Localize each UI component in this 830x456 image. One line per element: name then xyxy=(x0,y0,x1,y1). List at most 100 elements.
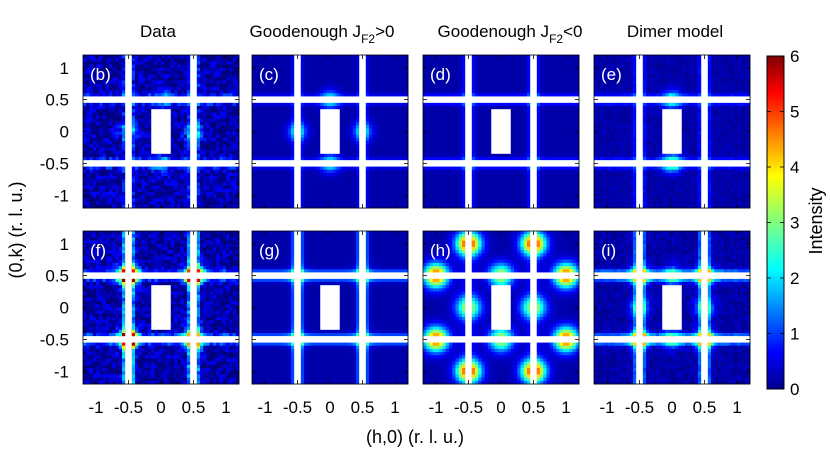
heatmap-cell xyxy=(365,102,370,107)
heatmap-cell xyxy=(170,144,175,148)
heatmap-cell xyxy=(326,61,331,65)
heatmap-cell xyxy=(105,115,110,120)
heatmap-cell xyxy=(352,204,357,209)
heatmap-cell xyxy=(89,147,94,152)
heatmap-cell xyxy=(222,93,227,97)
heatmap-cell xyxy=(452,61,456,65)
heatmap-cell xyxy=(109,74,113,78)
heatmap-cell xyxy=(170,134,175,139)
heatmap-cell xyxy=(105,134,110,139)
heatmap-cell xyxy=(395,192,399,196)
heatmap-cell xyxy=(109,195,113,199)
heatmap-cell xyxy=(226,121,230,126)
heatmap-cell xyxy=(268,93,272,97)
heatmap-cell xyxy=(432,64,437,69)
heatmap-cell xyxy=(310,131,315,136)
heatmap-cell xyxy=(92,131,97,136)
heatmap-cell xyxy=(187,147,191,152)
heatmap-cell xyxy=(395,77,399,81)
heatmap-cell xyxy=(148,125,152,129)
heatmap-cell xyxy=(92,172,97,177)
heatmap-cell xyxy=(265,153,269,158)
heatmap-cell xyxy=(92,83,97,88)
heatmap-cell xyxy=(105,106,110,110)
heatmap-cell xyxy=(164,83,168,88)
heatmap-cell xyxy=(271,109,276,113)
heatmap-cell xyxy=(497,70,502,75)
heatmap-cell xyxy=(271,204,276,209)
heatmap-cell xyxy=(131,121,136,126)
heatmap-cell xyxy=(404,185,409,190)
heatmap-cell xyxy=(317,61,321,65)
heatmap-cell xyxy=(138,125,142,129)
heatmap-cell xyxy=(388,86,393,91)
heatmap-cell xyxy=(310,147,315,152)
heatmap-cell xyxy=(274,74,279,78)
heatmap-cell xyxy=(148,201,152,206)
heatmap-cell xyxy=(326,55,331,59)
heatmap-cell xyxy=(349,77,354,81)
heatmap-cell xyxy=(99,58,103,62)
heatmap-cell xyxy=(112,157,116,161)
heatmap-cell xyxy=(122,134,126,139)
heatmap-cell xyxy=(167,204,172,209)
heatmap-cell xyxy=(203,58,207,62)
heatmap-cell xyxy=(141,182,146,187)
heatmap-cell xyxy=(349,106,354,110)
heatmap-cell xyxy=(284,128,289,132)
heatmap-cell xyxy=(144,134,149,139)
heatmap-cell xyxy=(161,169,165,174)
heatmap-cell xyxy=(105,90,110,94)
heatmap-cell xyxy=(333,185,337,190)
heatmap-cell xyxy=(300,86,305,91)
heatmap-cell xyxy=(138,182,142,187)
heatmap-cell xyxy=(252,192,256,196)
heatmap-cell xyxy=(307,64,311,69)
heatmap-cell xyxy=(196,93,201,97)
heatmap-cell xyxy=(369,70,373,75)
heatmap-cell xyxy=(356,141,360,145)
heatmap-cell xyxy=(252,169,256,174)
heatmap-cell xyxy=(352,153,357,158)
heatmap-cell xyxy=(517,55,521,59)
heatmap-cell xyxy=(118,118,123,123)
heatmap-cell xyxy=(284,115,289,120)
heatmap-cell xyxy=(356,125,360,129)
heatmap-cell xyxy=(200,93,204,97)
heatmap-cell xyxy=(523,55,528,59)
heatmap-cell xyxy=(200,58,204,62)
heatmap-cell xyxy=(398,153,402,158)
heatmap-cell xyxy=(304,61,308,65)
heatmap-cell xyxy=(222,204,227,209)
heatmap-cell xyxy=(320,182,324,187)
heatmap-cell xyxy=(546,55,551,59)
heatmap-cell xyxy=(200,172,204,177)
heatmap-cell xyxy=(209,131,214,136)
heatmap-cell xyxy=(343,102,347,107)
heatmap-cell xyxy=(115,176,120,180)
heatmap-cell xyxy=(164,198,168,203)
heatmap-cell xyxy=(206,58,211,62)
heatmap-cell xyxy=(343,157,347,161)
heatmap-cell xyxy=(180,86,185,91)
heatmap-cell xyxy=(89,131,94,136)
heatmap-cell xyxy=(229,102,233,107)
heatmap-cell xyxy=(281,115,285,120)
heatmap-cell xyxy=(252,153,256,158)
heatmap-cell xyxy=(196,109,201,113)
heatmap-cell xyxy=(200,166,204,171)
heatmap-cell xyxy=(330,185,334,190)
heatmap-cell xyxy=(226,93,230,97)
heatmap-cell xyxy=(401,55,406,59)
heatmap-cell xyxy=(445,61,450,65)
heatmap-cell xyxy=(235,144,240,148)
heatmap-cell xyxy=(349,109,354,113)
heatmap-cell xyxy=(157,86,162,91)
heatmap-cell xyxy=(122,80,126,85)
heatmap-cell xyxy=(138,169,142,174)
heatmap-cell xyxy=(174,112,178,116)
heatmap-cell xyxy=(157,169,162,174)
heatmap-cell xyxy=(310,185,315,190)
heatmap-cell xyxy=(232,86,237,91)
heatmap-cell xyxy=(235,176,240,180)
